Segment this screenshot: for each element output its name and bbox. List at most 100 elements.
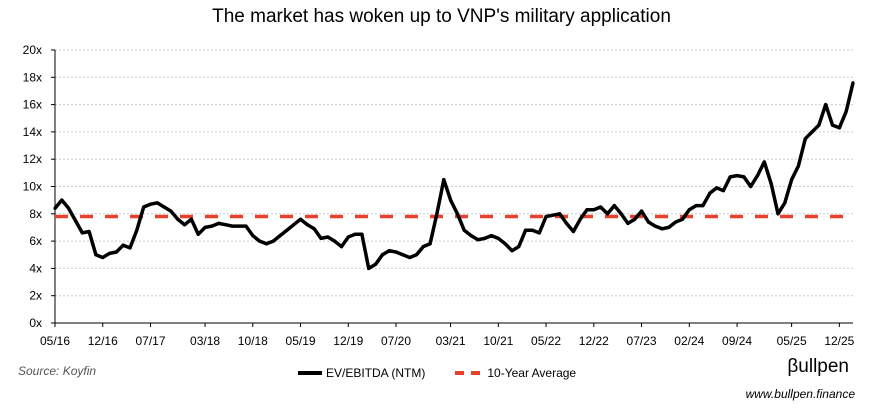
data-point (312, 227, 316, 231)
legend-label-average: 10-Year Average (487, 366, 577, 380)
x-tick-label: 12/16 (88, 334, 118, 348)
data-point (844, 109, 848, 114)
data-point (769, 182, 773, 186)
data-point (210, 224, 214, 228)
data-point (496, 236, 500, 240)
data-point (223, 223, 228, 227)
x-tick-label: 07/17 (135, 334, 165, 348)
data-point (544, 214, 548, 219)
data-point (114, 250, 118, 254)
data-point (483, 236, 487, 240)
data-point (714, 186, 719, 190)
data-point (585, 208, 589, 212)
legend-swatch-ev-ebitda (298, 371, 322, 375)
data-point (53, 206, 57, 210)
data-point (292, 223, 296, 227)
data-point (599, 205, 603, 209)
y-tick-label: 14x (23, 125, 42, 139)
x-tick-label: 03/18 (190, 334, 220, 348)
data-point (653, 224, 657, 228)
data-point (408, 255, 412, 260)
data-point (264, 242, 269, 246)
data-point (148, 202, 153, 206)
data-point (237, 224, 241, 228)
data-point (278, 234, 282, 238)
data-point (162, 205, 166, 209)
data-point (142, 205, 146, 209)
data-point (176, 217, 180, 221)
data-point (503, 242, 507, 246)
data-point (851, 81, 855, 85)
data-point (305, 223, 309, 227)
data-point (783, 201, 787, 205)
data-point (421, 244, 425, 249)
data-point (639, 209, 644, 213)
data-point (182, 223, 187, 227)
data-point (701, 204, 705, 208)
x-tick-label: 10/21 (483, 334, 513, 348)
legend: EV/EBITDA (NTM) 10-Year Average (298, 366, 576, 380)
data-point (578, 217, 582, 221)
data-point (442, 178, 446, 182)
data-point (271, 239, 275, 243)
x-tick-label: 07/23 (627, 334, 657, 348)
data-point (735, 173, 739, 178)
x-tick-label: 05/25 (777, 334, 807, 348)
data-point (353, 232, 357, 236)
x-tick-label: 05/22 (531, 334, 561, 348)
data-point (203, 225, 207, 230)
data-point (258, 239, 262, 243)
data-point (660, 227, 664, 231)
data-point (67, 206, 71, 210)
data-point (749, 184, 753, 189)
data-point (517, 244, 521, 249)
ev-ebitda-line (53, 82, 855, 271)
data-point (448, 198, 453, 202)
data-point (680, 217, 685, 221)
data-point (530, 228, 535, 232)
data-point (558, 212, 562, 216)
data-point (435, 212, 439, 216)
data-point (524, 228, 528, 232)
data-point (346, 235, 350, 239)
data-point (762, 160, 766, 164)
data-point (803, 137, 807, 141)
data-point (810, 130, 814, 134)
data-point (128, 246, 132, 250)
chart: 0x 2x 4x 6x 8x 10x 12x 14x 16x 18x 20x 05/16 12/16 07… (23, 43, 855, 348)
data-point (251, 234, 255, 238)
data-point (373, 262, 378, 266)
data-point (626, 221, 630, 225)
y-tick-label: 16x (23, 98, 42, 112)
data-point (298, 217, 303, 221)
data-point (60, 198, 64, 202)
data-point (694, 204, 698, 208)
data-point (285, 228, 289, 232)
data-point (367, 266, 371, 270)
y-tick-label: 4x (29, 261, 42, 275)
x-tick-label: 10/18 (238, 334, 268, 348)
data-point (592, 208, 596, 212)
data-point (633, 217, 637, 221)
data-point (169, 209, 173, 213)
data-point (455, 212, 460, 216)
data-point (551, 213, 555, 217)
bullpen-logo: βullpen (787, 356, 849, 377)
x-tick-label: 05/19 (286, 334, 316, 348)
data-point (319, 236, 323, 240)
source-note: Source: Koyfin (18, 364, 97, 378)
data-point (721, 188, 726, 193)
data-point (776, 212, 780, 216)
x-tick-label: 12/19 (333, 334, 363, 348)
data-point (742, 175, 746, 179)
data-point (333, 239, 337, 243)
data-point (489, 234, 494, 238)
data-point (755, 173, 760, 178)
data-point (619, 212, 623, 216)
y-tick-label: 12x (23, 152, 42, 166)
data-point (414, 253, 419, 257)
legend-swatch-average (455, 371, 482, 375)
data-point (230, 224, 234, 228)
data-point (94, 253, 98, 257)
data-point (469, 234, 473, 238)
